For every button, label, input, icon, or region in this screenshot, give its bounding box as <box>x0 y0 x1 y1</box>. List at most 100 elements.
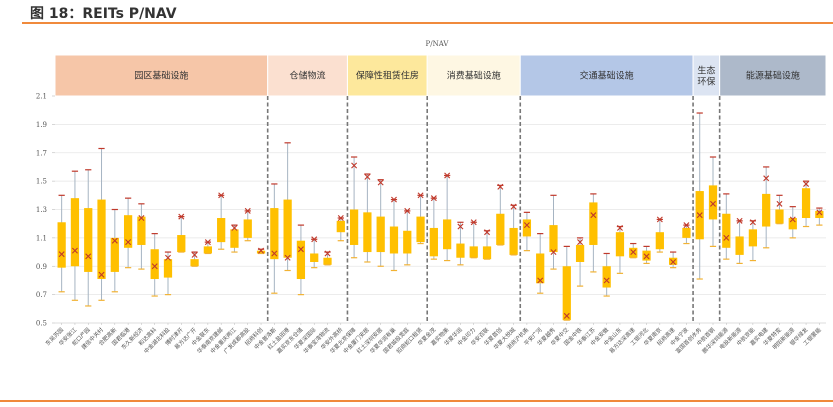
current-marker <box>125 239 132 246</box>
box-iqr <box>575 244 585 262</box>
box-iqr <box>256 250 266 254</box>
box-华泰宝湾物流 <box>323 250 332 266</box>
box-国金中铁 <box>575 237 585 287</box>
box-iqr <box>443 219 452 250</box>
current-marker <box>444 172 451 179</box>
box-iqr <box>296 240 306 280</box>
box-iqr <box>57 222 66 268</box>
box-嘉实京东仓储 <box>296 224 306 296</box>
box-合肥高新 <box>110 208 119 293</box>
current-marker <box>630 249 637 256</box>
current-marker <box>138 215 145 222</box>
y-tick-label: 1.5 <box>36 178 47 186</box>
box-工银河北 <box>642 245 651 265</box>
box-华夏中交 <box>562 245 571 321</box>
box-iqr <box>762 193 771 227</box>
box-iqr <box>735 236 744 255</box>
current-marker <box>550 249 557 256</box>
y-tick-label: 0.7 <box>36 291 47 299</box>
current-marker <box>484 229 491 236</box>
box-鹏华深圳能源 <box>722 193 731 260</box>
box-iqr <box>456 243 465 258</box>
box-iqr <box>589 202 598 245</box>
box-中金重庆两江 <box>230 224 239 253</box>
box-华夏北京保障 <box>349 156 359 259</box>
box-华夏大悦城 <box>509 203 518 256</box>
group-label: 生态环保 <box>697 65 715 88</box>
box-iqr <box>615 232 625 257</box>
current-marker <box>337 215 344 222</box>
y-tick-label: 1.7 <box>36 149 47 157</box>
box-iqr <box>655 232 664 250</box>
y-tick-label: 1.1 <box>36 234 47 242</box>
current-marker <box>351 162 358 169</box>
box-iqr <box>203 246 212 254</box>
box-iqr <box>310 253 319 262</box>
group-label: 园区基础设施 <box>134 70 188 82</box>
box-iqr <box>429 227 438 257</box>
box-易方达广开 <box>190 251 199 267</box>
box-iqr <box>150 249 159 280</box>
box-iqr <box>177 235 186 253</box>
current-marker <box>710 200 716 207</box>
y-tick-label: 1.3 <box>36 206 47 214</box>
box-平安广河 <box>536 233 545 294</box>
box-中金安徽 <box>602 252 611 297</box>
box-iqr <box>403 230 412 254</box>
current-marker <box>364 173 371 180</box>
box-中金山东 <box>615 224 625 274</box>
box-华夏金茂 <box>429 195 438 260</box>
box-iqr <box>110 237 119 272</box>
current-marker <box>297 246 304 253</box>
box-iqr <box>230 229 239 248</box>
group-label: 保障性租赁住房 <box>356 70 419 82</box>
group-band <box>519 54 694 97</box>
current-marker <box>151 263 158 270</box>
box-建信中关村 <box>97 147 106 301</box>
box-iqr <box>190 259 199 267</box>
box-中金湖北科投 <box>163 251 173 296</box>
box-红土深圳安居 <box>376 179 385 267</box>
current-marker <box>390 196 397 203</box>
box-iqr <box>97 199 106 280</box>
current-marker <box>311 236 318 243</box>
box-iqr <box>363 212 372 253</box>
current-marker <box>284 254 291 261</box>
y-tick-label: 0.9 <box>36 263 47 271</box>
box-iqr <box>70 198 80 267</box>
box-嘉实电建 <box>762 166 771 249</box>
box-华泰江苏 <box>589 193 598 273</box>
box-嘉实物美 <box>443 172 452 262</box>
box-中金印力 <box>469 219 478 259</box>
current-marker <box>723 234 730 241</box>
top-rule <box>22 22 833 24</box>
box-iqr <box>389 226 399 254</box>
current-marker <box>670 259 677 265</box>
y-tick-label: 0.5 <box>36 320 47 328</box>
group-header-bands: 园区基础设施 仓储物流 保障性租赁住房 消费基础设施 交通基础设施 生态环保 能源基础设施 <box>54 54 827 97</box>
current-marker <box>377 179 384 186</box>
group-label: 交通基础设施 <box>580 70 634 82</box>
current-marker <box>258 247 265 254</box>
box-iqr <box>416 216 425 243</box>
current-marker <box>85 253 92 260</box>
current-marker <box>417 192 424 199</box>
current-marker <box>111 237 118 244</box>
current-marker <box>789 216 796 223</box>
box-iqr <box>84 208 93 272</box>
chart-title: P/NAV <box>426 40 450 48</box>
box-中金厦门安居 <box>363 173 372 263</box>
current-marker <box>510 203 517 210</box>
current-marker <box>218 192 225 199</box>
box-iqr <box>163 259 173 278</box>
box-中金联东 <box>203 239 212 255</box>
box-和达高科 <box>150 233 159 297</box>
current-marker <box>696 212 703 219</box>
box-iqr <box>801 188 811 219</box>
box-iqr <box>137 216 146 245</box>
box-广发成都高投 <box>243 207 252 242</box>
y-axis: 2.1 1.9 1.7 1.5 1.3 1.1 0.9 0.7 0.5 <box>36 93 826 328</box>
box-华夏南京 <box>655 216 664 253</box>
box-华安外高桥 <box>336 215 345 242</box>
box-中金普洛斯 <box>270 183 279 294</box>
